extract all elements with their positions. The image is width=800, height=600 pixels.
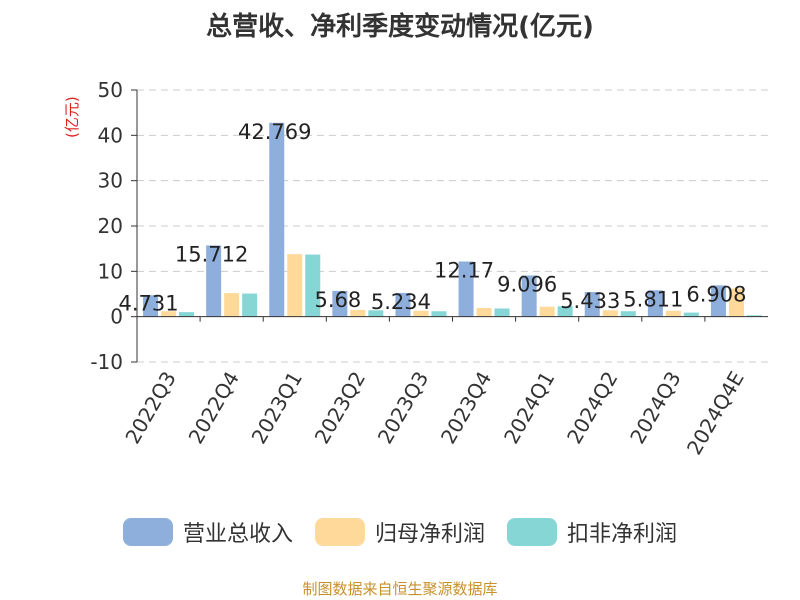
bar bbox=[710, 285, 726, 317]
y-axis-ticks: -10 0 10 20 30 40 50 bbox=[90, 78, 137, 374]
bar bbox=[242, 293, 258, 317]
y-tick-label: 10 bbox=[98, 259, 123, 283]
bar bbox=[728, 288, 744, 317]
bar bbox=[413, 310, 429, 317]
data-label: 5.68 bbox=[314, 288, 361, 312]
bar bbox=[395, 292, 411, 317]
legend-label: 营业总收入 bbox=[182, 522, 293, 547]
x-tick-label: 2024Q3 bbox=[625, 367, 685, 448]
bar bbox=[683, 312, 699, 317]
data-label: 12.17 bbox=[434, 258, 494, 282]
x-tick-label: 2024Q2 bbox=[562, 367, 622, 448]
bar bbox=[584, 292, 600, 317]
x-axis-ticks: 2022Q3 2022Q4 2023Q1 2023Q2 2023Q3 2023Q4 2024… bbox=[120, 316, 749, 459]
bar bbox=[305, 254, 321, 317]
y-tick-label: 40 bbox=[98, 123, 123, 147]
data-label: 5.234 bbox=[371, 290, 431, 314]
y-tick-label: 0 bbox=[110, 305, 123, 329]
x-tick-label: 2022Q4 bbox=[184, 367, 244, 448]
legend-item-deducted-profit[interactable]: 扣非净利润 bbox=[507, 516, 677, 548]
data-source: 制图数据来自恒生聚源数据库 bbox=[302, 580, 498, 598]
bar bbox=[332, 290, 348, 317]
legend-item-revenue[interactable]: 营业总收入 bbox=[122, 516, 293, 548]
x-tick-label: 2023Q1 bbox=[247, 367, 307, 448]
data-label: 6.908 bbox=[686, 282, 746, 306]
legend-label: 归母净利润 bbox=[374, 522, 485, 547]
bar bbox=[287, 254, 303, 317]
x-tick-label: 2022Q3 bbox=[120, 367, 180, 448]
y-tick-label: -10 bbox=[90, 350, 123, 374]
bar bbox=[269, 122, 285, 317]
bar bbox=[746, 315, 762, 317]
bar bbox=[494, 308, 510, 317]
legend: 营业总收入 归母净利润 扣非净利润 bbox=[0, 516, 800, 548]
y-tick-label: 30 bbox=[98, 169, 123, 193]
x-tick-label: 2023Q3 bbox=[373, 367, 433, 448]
legend-item-net-profit[interactable]: 归母净利润 bbox=[314, 516, 485, 548]
bar bbox=[476, 308, 492, 317]
bar bbox=[521, 275, 537, 317]
legend-swatch bbox=[314, 518, 365, 546]
x-tick-label: 2024Q4E bbox=[682, 367, 749, 459]
data-label: 5.433 bbox=[560, 289, 620, 313]
data-labels: 4.731 15.712 42.769 5.68 5.23412.179.0965.43… bbox=[118, 120, 746, 316]
data-label: 9.096 bbox=[497, 272, 557, 296]
bar bbox=[602, 310, 618, 317]
x-tick-label: 2023Q2 bbox=[310, 367, 370, 448]
data-label: 15.712 bbox=[175, 242, 248, 266]
data-label: 42.769 bbox=[238, 120, 311, 144]
bar bbox=[647, 290, 663, 317]
bar bbox=[143, 295, 159, 317]
x-tick-label: 2024Q1 bbox=[499, 367, 559, 448]
legend-swatch bbox=[122, 518, 173, 546]
bar bbox=[224, 293, 240, 317]
legend-swatch bbox=[507, 518, 557, 546]
data-label: 5.811 bbox=[623, 287, 683, 311]
bar bbox=[368, 310, 384, 317]
bar bbox=[665, 310, 681, 317]
bar bbox=[458, 261, 474, 317]
chart-title: 总营收、净利季度变动情况(亿元) bbox=[206, 12, 594, 42]
y-tick-label: 20 bbox=[98, 214, 123, 238]
bar bbox=[161, 311, 177, 317]
x-tick-label: 2023Q4 bbox=[436, 367, 496, 448]
bars bbox=[143, 122, 762, 317]
bar bbox=[620, 311, 636, 317]
bar bbox=[350, 309, 366, 317]
data-label: 4.731 bbox=[118, 292, 178, 316]
bar bbox=[206, 245, 222, 317]
bar bbox=[431, 311, 447, 317]
y-tick-label: 50 bbox=[98, 78, 123, 102]
bar bbox=[557, 306, 573, 317]
legend-label: 扣非净利润 bbox=[567, 522, 678, 547]
grid-lines bbox=[137, 89, 768, 363]
bar bbox=[179, 312, 195, 317]
bar bbox=[539, 306, 555, 317]
